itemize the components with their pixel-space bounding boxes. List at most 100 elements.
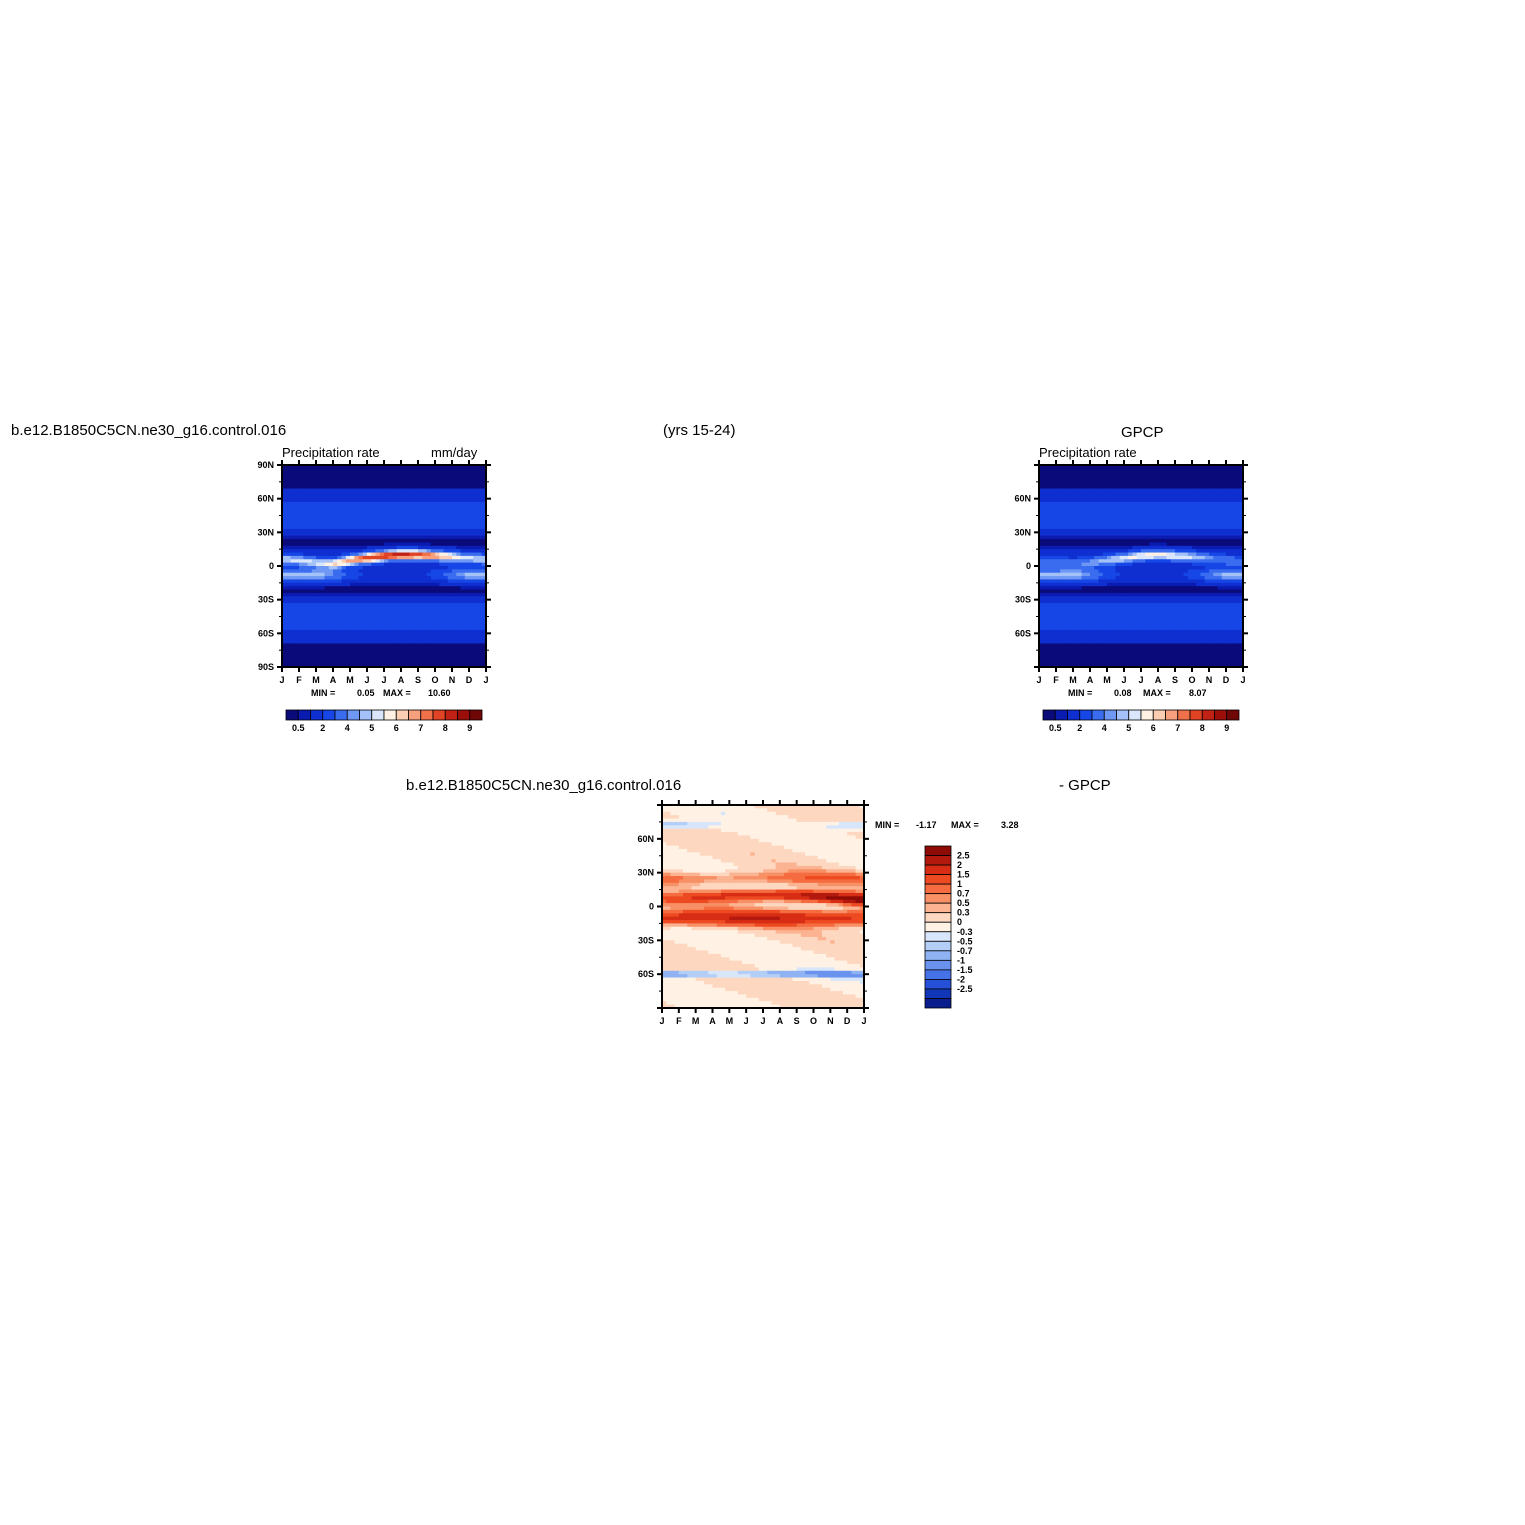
heat-cell: [384, 505, 389, 510]
heat-cell: [464, 481, 470, 486]
heat-cell: [473, 515, 479, 520]
heat-cell: [328, 535, 334, 540]
heat-cell: [1047, 542, 1053, 547]
heat-cell: [1085, 468, 1091, 473]
heat-cell: [1136, 515, 1142, 520]
heat-cell: [379, 468, 385, 473]
heat-cell: [286, 656, 292, 661]
heat-cell: [405, 481, 411, 486]
heat-cell: [1102, 502, 1108, 506]
heat-cell: [1217, 539, 1223, 544]
heat-cell: [1064, 502, 1070, 506]
heat-cell: [1238, 576, 1243, 581]
heat-cell: [290, 619, 296, 624]
heat-cell: [307, 539, 313, 544]
heat-cell: [1141, 572, 1146, 577]
heat-cell: [1179, 596, 1185, 601]
heat-cell: [371, 596, 377, 601]
heat-cell: [1077, 542, 1083, 547]
heat-cell: [481, 656, 486, 661]
heat-cell: [392, 465, 398, 469]
heat-cell: [1043, 549, 1049, 554]
heat-cell: [1094, 475, 1100, 480]
heat-cell: [1115, 586, 1121, 591]
colorbar-box: [395, 709, 409, 721]
heat-cell: [362, 643, 368, 648]
heat-cell: [1175, 562, 1180, 567]
heat-cell: [371, 478, 377, 483]
heat-cell: [1187, 465, 1193, 469]
heat-cell: [1043, 552, 1049, 557]
heat-cell: [299, 522, 304, 527]
heat-cell: [443, 646, 449, 651]
heat-cell: [1170, 535, 1176, 540]
heat-cell: [328, 582, 334, 587]
heat-cell: [282, 515, 287, 520]
heat-cell: [452, 559, 457, 564]
heat-cell: [1200, 555, 1206, 560]
heat-cell: [337, 502, 343, 506]
heat-cell: [354, 512, 360, 517]
heat-cell: [1209, 468, 1214, 473]
heat-cell: [1085, 592, 1091, 597]
heat-cell: [362, 609, 368, 614]
heat-cell: [299, 542, 304, 547]
heat-cell: [299, 478, 304, 483]
heat-cell: [303, 535, 309, 540]
heat-cell: [392, 569, 398, 574]
heat-cell: [405, 542, 411, 547]
heat-cell: [1039, 491, 1044, 496]
heat-cell: [286, 545, 292, 550]
heat-cell: [1085, 525, 1091, 530]
heat-cell: [375, 495, 381, 500]
heat-cell: [299, 528, 304, 533]
heat-cell: [1153, 569, 1159, 574]
heat-cell: [464, 589, 470, 594]
heat-cell: [337, 603, 343, 607]
heat-cell: [341, 468, 347, 473]
heat-cell: [1094, 545, 1100, 550]
heat-cell: [384, 609, 389, 614]
heat-cell: [328, 549, 334, 554]
heat-cell: [409, 586, 415, 591]
heat-cell: [1111, 512, 1117, 517]
heat-cell: [294, 609, 300, 614]
heat-cell: [1098, 485, 1104, 490]
heat-cell: [1077, 475, 1083, 480]
heat-cell: [1085, 495, 1091, 500]
heat-cell: [1217, 599, 1223, 604]
heat-cell: [456, 586, 462, 591]
heat-cell: [290, 542, 296, 547]
heat-cell: [1234, 528, 1240, 533]
heat-cell: [1051, 545, 1057, 550]
heat-cell: [367, 475, 372, 480]
heat-cell: [1119, 572, 1125, 577]
heat-cell: [1166, 539, 1172, 544]
heat-cell: [375, 562, 381, 567]
heat-cell: [1039, 512, 1044, 517]
heat-cell: [422, 488, 428, 493]
heat-cell: [1081, 562, 1087, 567]
heat-cell: [1090, 465, 1095, 469]
heat-cell: [1107, 532, 1112, 537]
heat-cell: [379, 505, 385, 510]
heat-cell: [1162, 542, 1168, 547]
heat-cell: [1085, 589, 1091, 594]
heat-cell: [320, 609, 326, 614]
heat-cell: [328, 589, 334, 594]
heat-cell: [320, 549, 326, 554]
heat-cell: [1175, 488, 1180, 493]
heat-cell: [354, 586, 360, 591]
heat-cell: [1158, 599, 1163, 604]
heat-cell: [456, 629, 462, 634]
heat-cell: [333, 508, 338, 513]
heat-cell: [1187, 582, 1193, 587]
heat-cell: [426, 576, 432, 581]
heat-cell: [341, 660, 347, 665]
heat-cell: [333, 481, 338, 486]
heat-cell: [1043, 522, 1049, 527]
heat-cell: [1124, 512, 1129, 517]
heat-cell: [409, 579, 415, 584]
heat-cell: [469, 495, 474, 500]
heat-cell: [290, 572, 296, 577]
